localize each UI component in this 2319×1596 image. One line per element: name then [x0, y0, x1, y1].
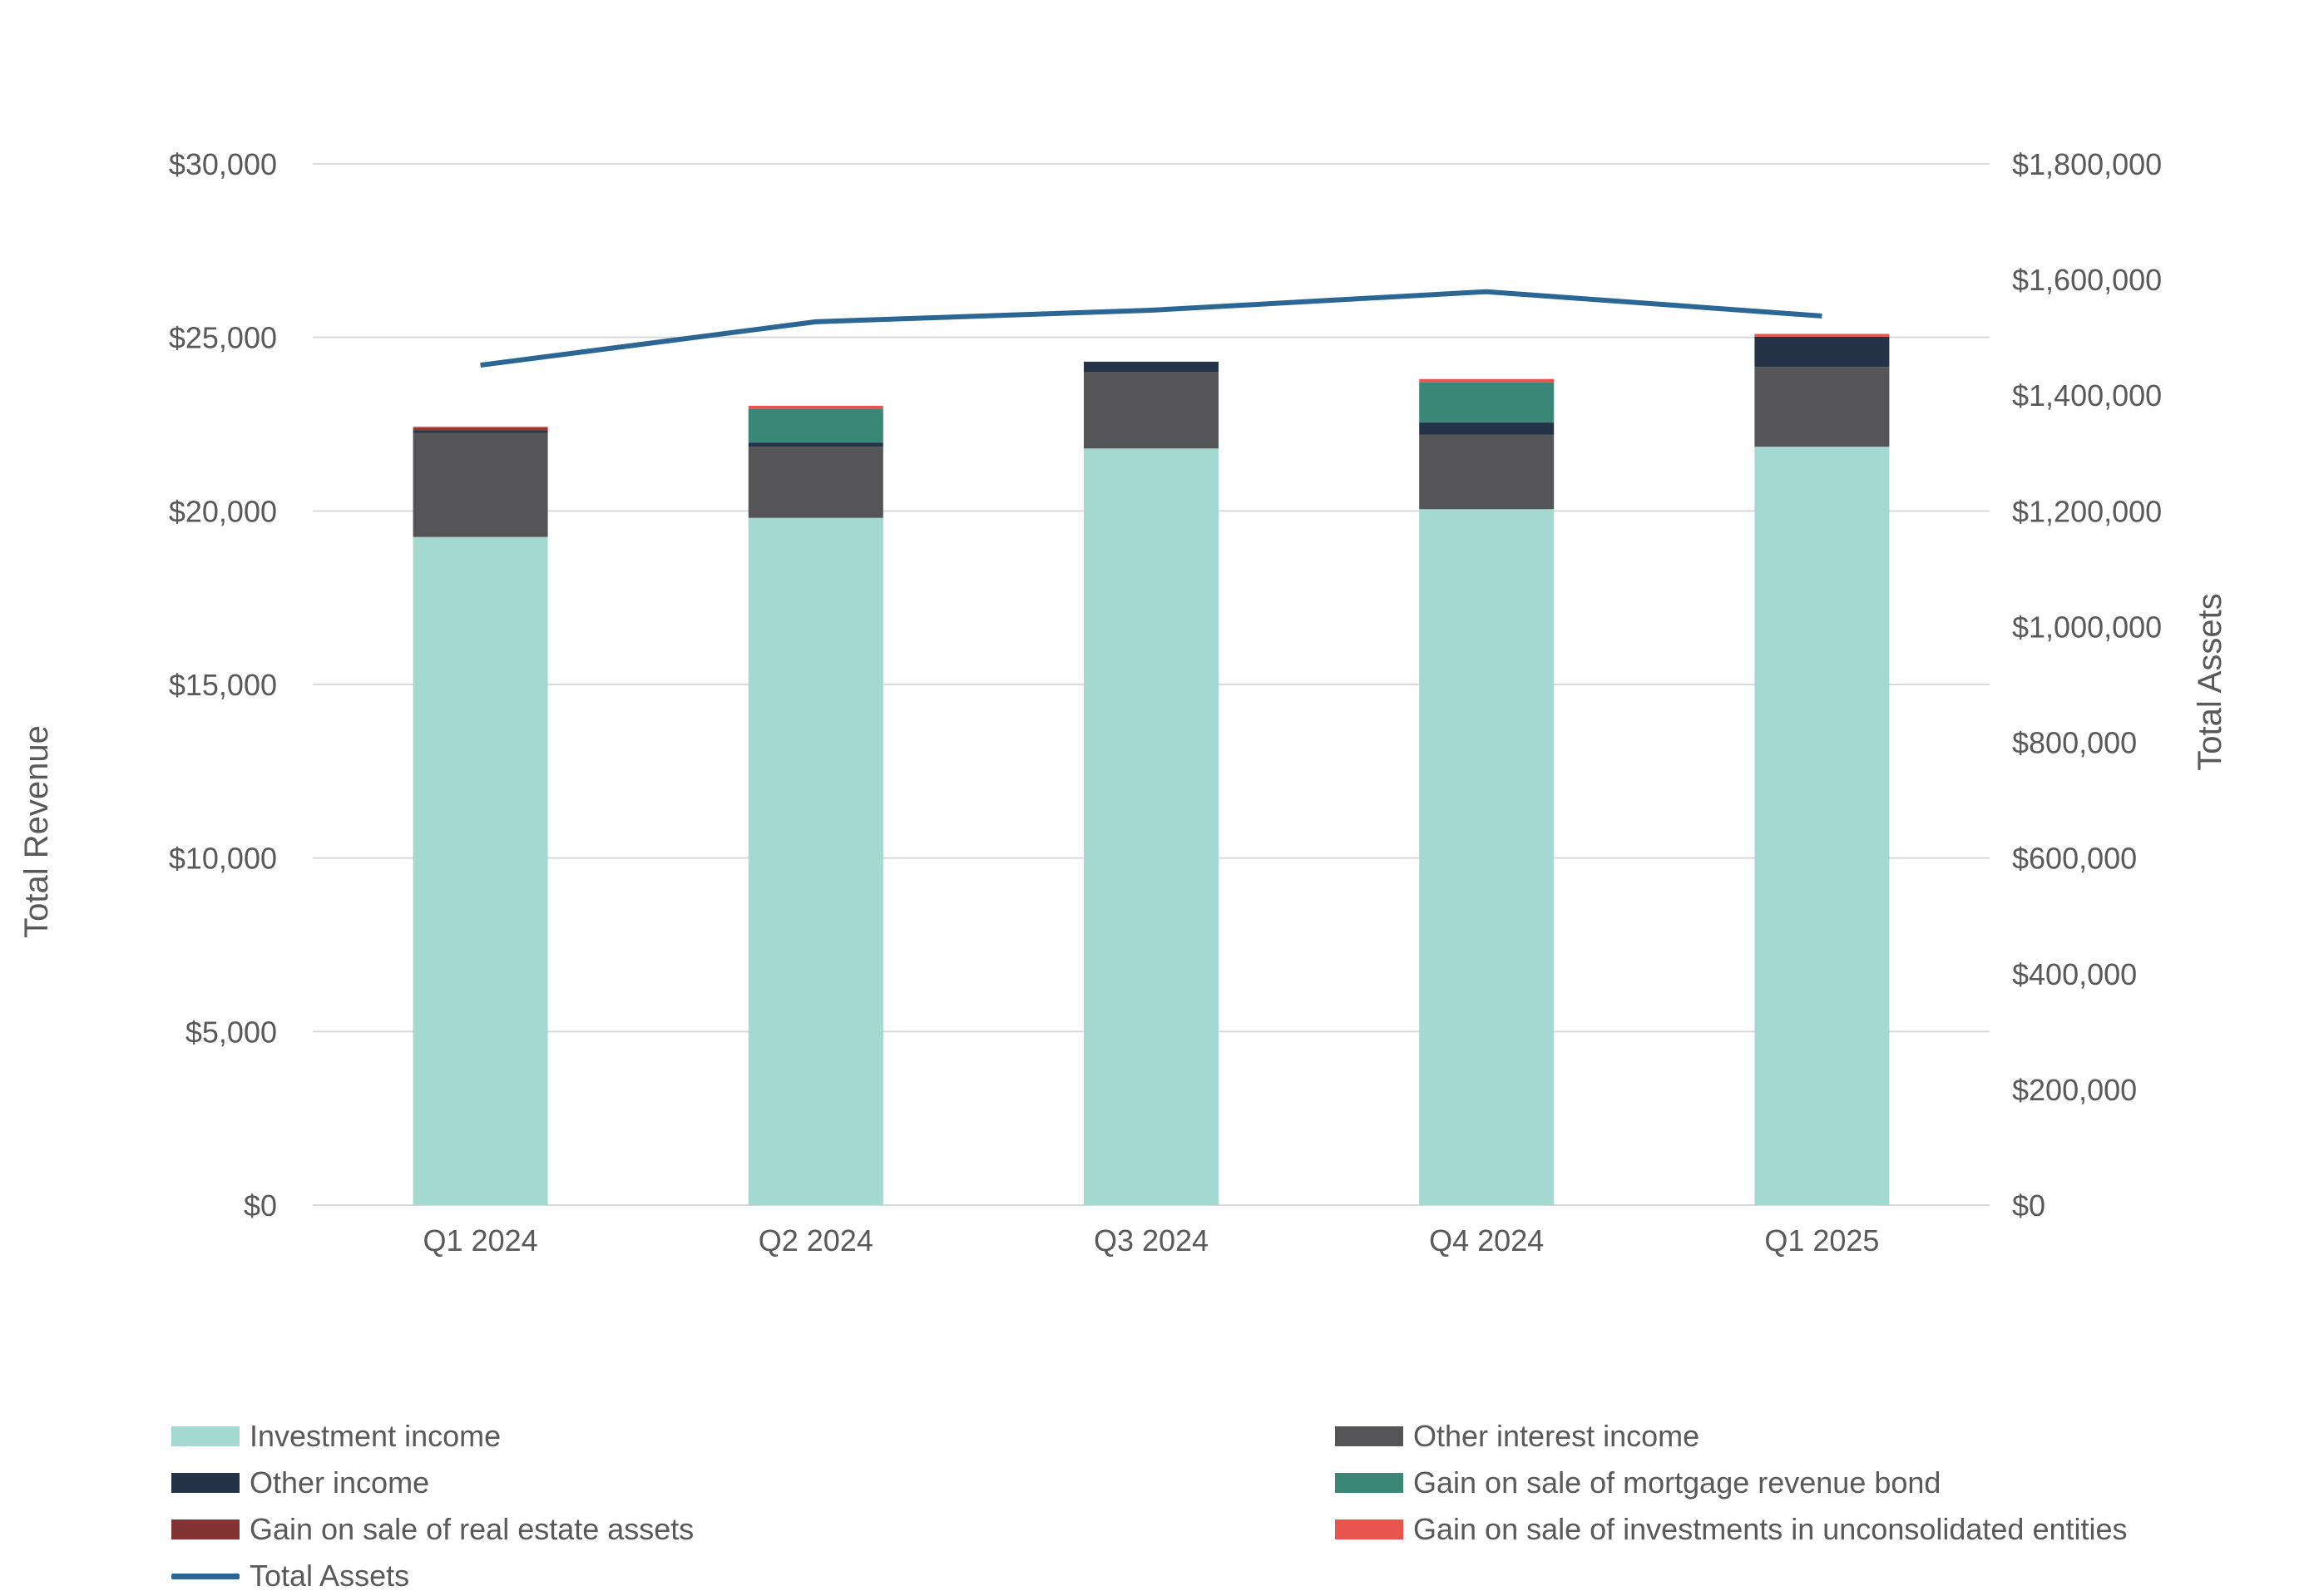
y-tick-label: $5,000	[185, 1015, 277, 1049]
y2-tick-label: $600,000	[2012, 842, 2137, 876]
total-assets-line-group	[480, 289, 1822, 368]
y2-tick-label: $1,800,000	[2012, 147, 2162, 181]
bars	[413, 334, 1890, 1205]
bar-segment	[748, 408, 883, 443]
bar-segment	[1754, 447, 1890, 1205]
bar-segment	[1419, 382, 1555, 422]
bar-segment	[1084, 361, 1219, 373]
bar-segment	[1419, 422, 1555, 435]
bar-segment	[1084, 372, 1219, 449]
bar-segment	[1084, 448, 1219, 1205]
bar-segment	[1754, 334, 1890, 337]
bar-segment	[748, 442, 883, 447]
bar-segment	[413, 427, 548, 431]
bar-segment	[1754, 336, 1890, 368]
y-tick-label: $30,000	[169, 147, 277, 181]
x-tick-label: Q3 2024	[1094, 1223, 1209, 1258]
y2-tick-label: $1,000,000	[2012, 610, 2162, 644]
y2-tick-label: $1,200,000	[2012, 494, 2162, 528]
y2-tick-label: $0	[2012, 1188, 2045, 1223]
axis-ticks: $0 $5,000 $10,000 $15,000 $20,000 $25,000 $30,…	[169, 147, 2162, 1258]
bar-segment	[413, 430, 548, 433]
x-tick-label: Q1 2025	[1764, 1223, 1879, 1258]
y-tick-label: $15,000	[169, 668, 277, 702]
bar-segment	[1419, 434, 1555, 510]
bar-segment	[413, 536, 548, 1205]
bar-segment	[1419, 509, 1555, 1205]
y2-tick-label: $200,000	[2012, 1073, 2137, 1107]
bar-segment	[748, 447, 883, 518]
y-tick-label: $0	[244, 1188, 277, 1223]
bar-segment	[413, 426, 548, 428]
bar-segment	[1419, 378, 1555, 383]
total-assets-line	[480, 289, 1822, 368]
bar-segment	[1754, 367, 1890, 447]
y-axis-label: Total Revenue	[18, 725, 55, 938]
y2-tick-label: $400,000	[2012, 957, 2137, 991]
y-tick-label: $20,000	[169, 494, 277, 528]
y2-tick-label: $800,000	[2012, 726, 2137, 760]
y-tick-label: $25,000	[169, 321, 277, 355]
bar-segment	[748, 517, 883, 1205]
bar-segment	[413, 432, 548, 537]
y2-axis-label: Total Assets	[2192, 593, 2228, 770]
y-tick-label: $10,000	[169, 842, 277, 876]
x-tick-label: Q2 2024	[759, 1223, 873, 1258]
x-tick-label: Q1 2024	[423, 1223, 538, 1258]
y2-tick-label: $1,600,000	[2012, 263, 2162, 297]
bar-segment	[748, 405, 883, 409]
y2-tick-label: $1,400,000	[2012, 378, 2162, 413]
x-tick-label: Q4 2024	[1429, 1223, 1544, 1258]
